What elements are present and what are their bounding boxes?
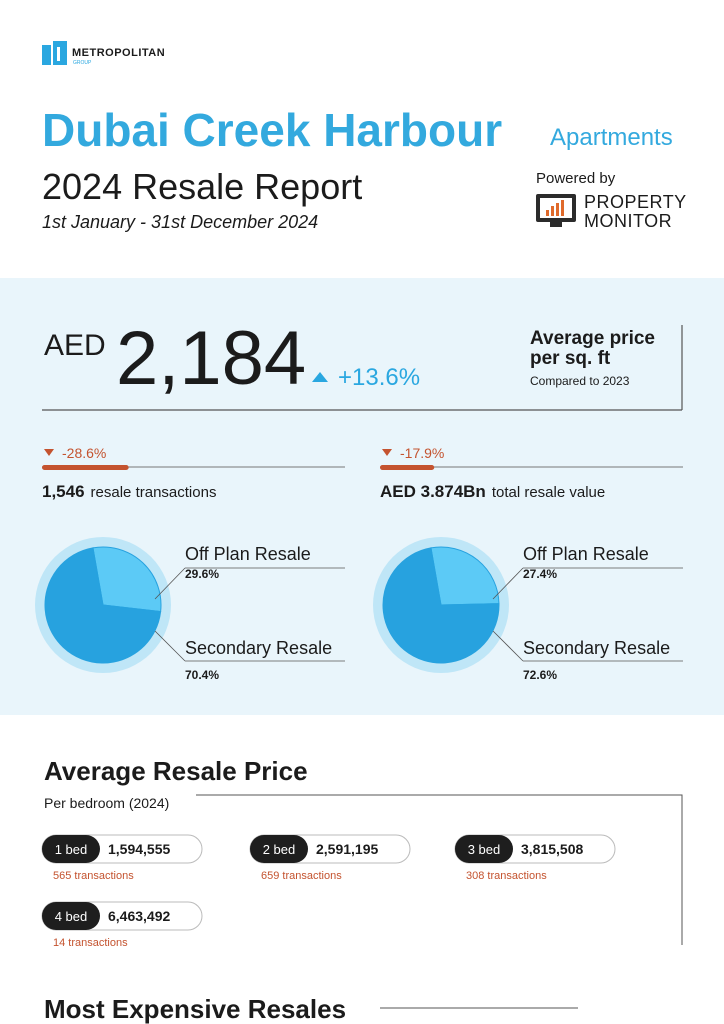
stat-label: resale transactions: [91, 484, 217, 501]
pie-value: 27.4%: [523, 567, 557, 581]
pie-leader: [492, 630, 524, 662]
pie-leader: [492, 567, 524, 600]
powered-by: Powered by: [536, 170, 616, 187]
stat-label: total resale value: [492, 484, 605, 501]
partner-line: PROPERTY: [584, 192, 687, 212]
pie-label: Off Plan Resale: [523, 544, 649, 564]
pie-slice: [92, 546, 162, 613]
logo-text: METROPOLITAN: [72, 47, 165, 59]
divider: [196, 794, 683, 945]
down-arrow: [382, 449, 392, 456]
title: Dubai Creek Harbour: [42, 104, 502, 156]
pie-leader: [154, 630, 186, 662]
stat-value: 1,546: [42, 482, 85, 501]
section-subtitle: Per bedroom (2024): [44, 795, 169, 811]
pie-label: Secondary Resale: [185, 638, 332, 658]
pill-tag: [42, 902, 100, 930]
stat-value: AED 3.874Bn: [380, 482, 486, 501]
down-arrow: [44, 449, 54, 456]
pie-slice: [430, 546, 500, 606]
pill-price: 1,594,555: [108, 841, 170, 857]
price-label: per sq. ft: [530, 348, 611, 369]
section-title: Most Expensive Resales: [44, 994, 346, 1024]
pie-label: Off Plan Resale: [185, 544, 311, 564]
section-title: Average Resale Price: [44, 756, 308, 786]
pie-slice: [44, 547, 162, 664]
price-value: 2,184: [116, 316, 306, 401]
pie-leader: [154, 567, 186, 600]
pill-transactions: 565 transactions: [53, 870, 134, 882]
price-note: Compared to 2023: [530, 374, 630, 388]
pill-price: 6,463,492: [108, 908, 170, 924]
pie-value: 70.4%: [185, 668, 219, 682]
currency: AED: [44, 329, 106, 362]
pill-name: 3 bed: [468, 842, 501, 857]
tag: Apartments: [550, 124, 673, 151]
pill-name: 1 bed: [55, 842, 88, 857]
change-label: -17.9%: [400, 445, 444, 461]
partner-icon: [536, 194, 576, 227]
pie-value: 29.6%: [185, 567, 219, 581]
pie-value: 72.6%: [523, 668, 557, 682]
partner-line: MONITOR: [584, 211, 672, 231]
pill-tag: [455, 835, 513, 863]
pill-tag: [42, 835, 100, 863]
pill-name: 2 bed: [263, 842, 296, 857]
up-arrow: [312, 372, 328, 382]
pill-price: 2,591,195: [316, 841, 378, 857]
pill-transactions: 308 transactions: [466, 870, 547, 882]
price-label: Average price: [530, 328, 655, 349]
pill-name: 4 bed: [55, 909, 88, 924]
report-title: 2024 Resale Report: [42, 166, 362, 207]
logo-icon: [42, 41, 67, 65]
pill-price: 3,815,508: [521, 841, 583, 857]
change-label: -28.6%: [62, 445, 106, 461]
pie-label: Secondary Resale: [523, 638, 670, 658]
pill-transactions: 14 transactions: [53, 937, 128, 949]
change-bar: [380, 465, 435, 470]
period: 1st January - 31st December 2024: [42, 212, 318, 232]
pie-slice: [382, 547, 500, 664]
pill-tag: [250, 835, 308, 863]
price-change: +13.6%: [338, 364, 420, 391]
change-bar: [42, 465, 129, 470]
logo-sub: GROUP: [73, 60, 92, 66]
pill-transactions: 659 transactions: [261, 870, 342, 882]
